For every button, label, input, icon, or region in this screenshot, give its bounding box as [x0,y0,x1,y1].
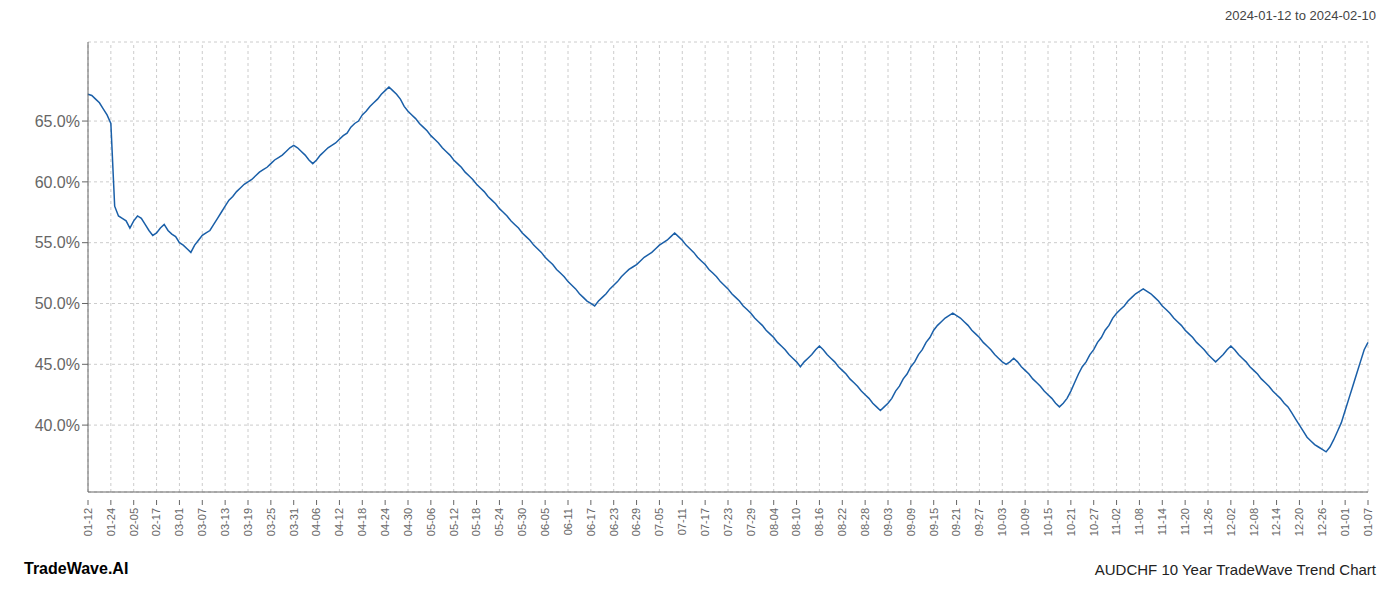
svg-text:01-24: 01-24 [105,508,117,536]
svg-text:08-28: 08-28 [859,508,871,536]
svg-text:03-31: 03-31 [288,508,300,536]
svg-text:65.0%: 65.0% [35,113,80,130]
svg-text:03-25: 03-25 [265,508,277,536]
svg-text:60.0%: 60.0% [35,174,80,191]
svg-text:01-01: 01-01 [1339,508,1351,536]
svg-text:10-03: 10-03 [996,508,1008,536]
svg-text:07-11: 07-11 [676,508,688,535]
svg-text:07-05: 07-05 [653,508,665,536]
svg-text:03-01: 03-01 [173,508,185,536]
svg-text:06-29: 06-29 [630,508,642,536]
svg-text:12-26: 12-26 [1316,508,1328,536]
svg-text:05-30: 05-30 [516,508,528,536]
svg-text:01-07: 01-07 [1362,508,1374,536]
svg-text:08-04: 08-04 [768,508,780,536]
svg-text:11-14: 11-14 [1156,508,1168,535]
svg-text:05-06: 05-06 [425,508,437,536]
svg-text:09-21: 09-21 [950,508,962,536]
svg-text:11-20: 11-20 [1179,508,1191,535]
svg-text:45.0%: 45.0% [35,356,80,373]
svg-text:08-16: 08-16 [813,508,825,536]
svg-text:03-13: 03-13 [219,508,231,536]
svg-text:12-14: 12-14 [1270,508,1282,536]
svg-text:10-09: 10-09 [1019,508,1031,536]
svg-text:01-12: 01-12 [82,508,94,536]
svg-text:11-02: 11-02 [1110,508,1122,535]
html-text:2024-01-12 to 2024-02-10: 2024-01-12 to 2024-02-10 [1224,8,1376,23]
svg-text:10-15: 10-15 [1042,508,1054,536]
svg-text:12-20: 12-20 [1293,508,1305,536]
svg-text:09-15: 09-15 [928,508,940,536]
svg-text:04-06: 04-06 [310,508,322,536]
html-text:AUDCHF 10 Year TradeWave Trend: AUDCHF 10 Year TradeWave Trend Chart [1094,560,1376,578]
svg-text:04-24: 04-24 [379,508,391,536]
svg-text:11-26: 11-26 [1202,508,1214,535]
svg-text:04-18: 04-18 [356,508,368,536]
svg-text:02-17: 02-17 [150,508,162,536]
svg-text:08-22: 08-22 [836,508,848,536]
svg-text:12-02: 12-02 [1225,508,1237,536]
svg-text:55.0%: 55.0% [35,234,80,251]
svg-text:03-19: 03-19 [242,508,254,536]
svg-text:11-08: 11-08 [1133,508,1145,535]
svg-text:03-07: 03-07 [196,508,208,536]
svg-text:05-12: 05-12 [448,508,460,536]
svg-text:05-24: 05-24 [493,508,505,536]
svg-text:09-27: 09-27 [973,508,985,536]
svg-text:10-27: 10-27 [1088,508,1100,536]
svg-text:10-21: 10-21 [1065,508,1077,536]
svg-text:09-03: 09-03 [882,508,894,536]
svg-text:06-05: 06-05 [539,508,551,536]
svg-text:07-29: 07-29 [745,508,757,536]
svg-text:04-12: 04-12 [333,508,345,536]
svg-text:05-18: 05-18 [470,508,482,536]
svg-text:06-17: 06-17 [585,508,597,536]
svg-text:08-10: 08-10 [790,508,802,536]
svg-text:02-05: 02-05 [128,508,140,536]
svg-text:40.0%: 40.0% [35,417,80,434]
svg-text:06-23: 06-23 [608,508,620,536]
svg-text:04-30: 04-30 [402,508,414,536]
html-text:TradeWave.AI: TradeWave.AI [24,560,129,577]
svg-text:07-23: 07-23 [722,508,734,536]
svg-text:50.0%: 50.0% [35,295,80,312]
svg-text:12-08: 12-08 [1248,508,1260,536]
svg-text:06-11: 06-11 [562,508,574,535]
svg-text:07-17: 07-17 [699,508,711,536]
svg-text:09-09: 09-09 [905,508,917,536]
